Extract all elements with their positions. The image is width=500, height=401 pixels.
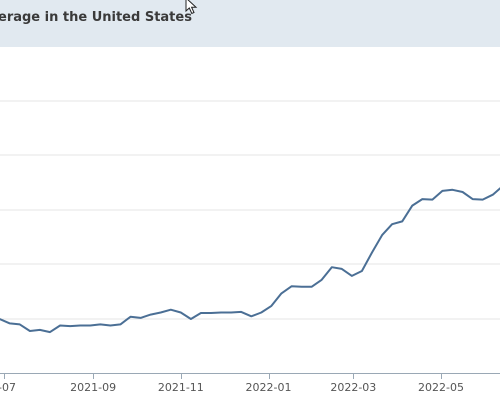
x-tick-label: 2021-09 (70, 381, 116, 394)
series-line (0, 187, 500, 334)
x-tick-label: 2022-05 (418, 381, 464, 394)
series-layer (0, 187, 500, 334)
x-tick-label: 2021-11 (158, 381, 204, 394)
axis-layer (0, 373, 500, 379)
mouse-pointer-icon (185, 0, 198, 15)
x-tick-label: -07 (0, 381, 16, 394)
chart-title: erage in the United States (0, 10, 192, 25)
x-axis-tick-labels: -07 2021-09 2021-11 2022-01 2022-03 2022-05 (0, 381, 464, 394)
x-tick-label: 2022-03 (330, 381, 376, 394)
chart-title-bar: erage in the United States (0, 0, 500, 47)
x-tick-label: 2022-01 (246, 381, 292, 394)
grid-layer (0, 100, 500, 320)
